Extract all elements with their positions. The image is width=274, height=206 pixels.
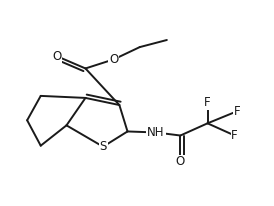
Text: O: O xyxy=(109,53,119,66)
Text: F: F xyxy=(204,96,211,110)
Text: O: O xyxy=(176,156,185,169)
Text: NH: NH xyxy=(147,126,165,139)
Text: F: F xyxy=(234,105,241,118)
Text: F: F xyxy=(231,129,238,142)
Text: O: O xyxy=(52,50,62,63)
Text: S: S xyxy=(99,140,107,153)
